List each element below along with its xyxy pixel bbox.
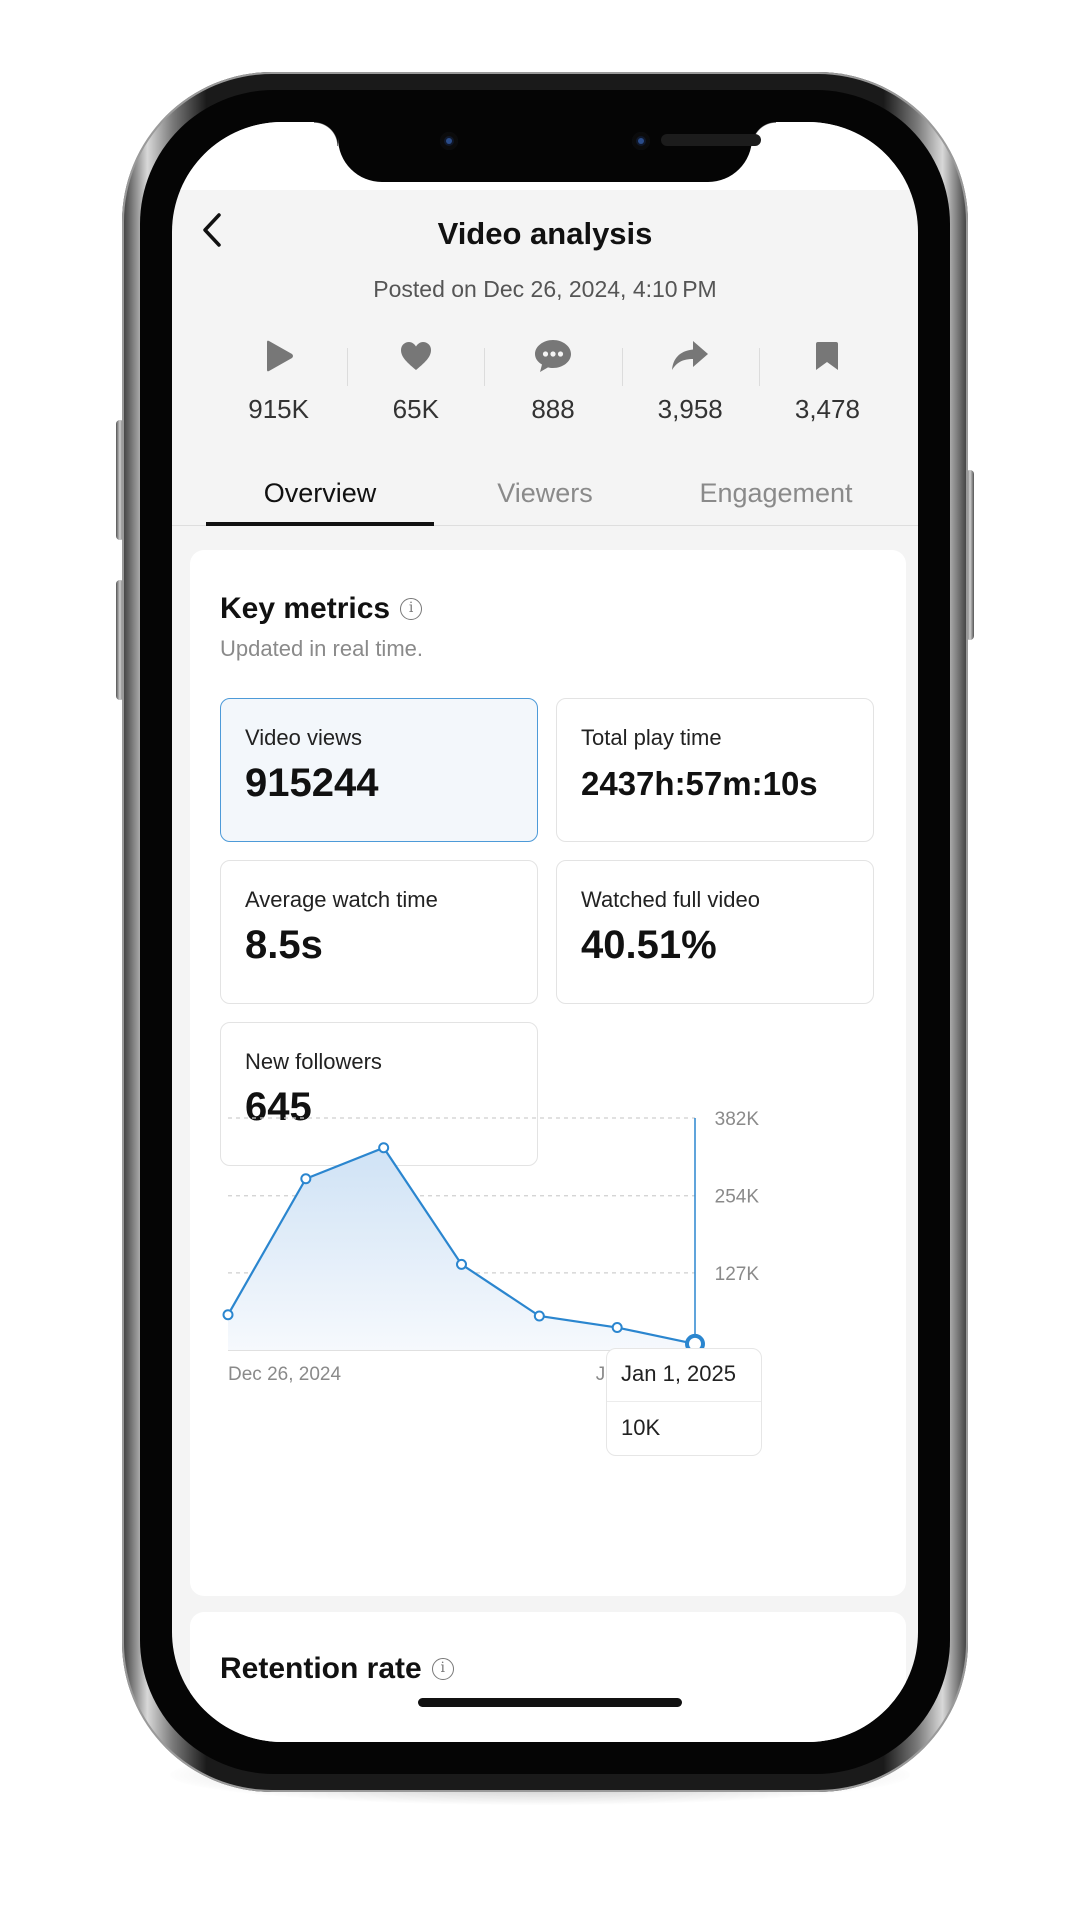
stat-likes: 65K xyxy=(347,336,484,446)
metric-watched-full-video[interactable]: Watched full video 40.51% xyxy=(556,860,874,1004)
stat-shares: 3,958 xyxy=(621,336,759,446)
play-icon xyxy=(266,340,293,372)
tab-viewers[interactable]: Viewers xyxy=(497,478,593,508)
data-point xyxy=(611,1322,623,1334)
comment-icon xyxy=(535,340,571,372)
metric-label: Video views xyxy=(245,725,362,750)
back-button[interactable] xyxy=(192,210,232,250)
tab-engagement[interactable]: Engagement xyxy=(699,478,853,508)
volume-up-button xyxy=(116,580,124,700)
metric-label: Average watch time xyxy=(245,887,438,912)
notch xyxy=(338,122,761,182)
y-tick-label: 127K xyxy=(715,1264,760,1285)
metric-video-views[interactable]: Video views 915244 xyxy=(220,698,538,842)
stat-value: 888 xyxy=(531,394,575,424)
front-camera xyxy=(440,132,458,150)
power-button xyxy=(966,470,974,640)
key-metrics-heading: Key metrics i xyxy=(220,592,423,626)
y-tick-label: 382K xyxy=(715,1109,760,1130)
metric-total-play-time[interactable]: Total play time 2437h:57m:10s xyxy=(556,698,874,842)
retention-heading: Retention rate i xyxy=(220,1652,454,1686)
x-tick-label: Dec 26, 2024 xyxy=(228,1364,341,1385)
heart-icon xyxy=(400,342,431,370)
metric-value: 2437h:57m:10s xyxy=(581,765,818,802)
phone-screen: Video analysis Posted on Dec 26, 2024, 4… xyxy=(172,122,918,1742)
chart-tooltip: Jan 1, 2025 10K xyxy=(606,1348,762,1456)
front-sensor xyxy=(632,132,650,150)
tooltip-divider xyxy=(607,1401,761,1402)
stat-value: 3,958 xyxy=(657,394,723,424)
retention-card: Retention rate i xyxy=(190,1612,906,1742)
retention-title: Retention rate xyxy=(220,1652,422,1685)
views-area xyxy=(228,1147,695,1350)
home-indicator[interactable] xyxy=(418,1698,682,1707)
key-metrics-card: Key metrics i Updated in real time. Vide… xyxy=(190,550,906,1596)
bookmark-icon xyxy=(816,342,839,370)
key-metrics-subtitle: Updated in real time. xyxy=(220,636,423,661)
key-metrics-title: Key metrics xyxy=(220,592,391,625)
stat-value: 65K xyxy=(392,394,439,424)
silent-switch xyxy=(116,420,124,540)
info-icon[interactable]: i xyxy=(400,598,423,620)
stat-views: 915K xyxy=(210,336,347,446)
metric-new-followers[interactable]: New followers 645 xyxy=(220,1022,538,1166)
metric-value: 915244 xyxy=(245,761,379,805)
active-tab-indicator xyxy=(206,522,434,526)
metric-value: 8.5s xyxy=(245,923,323,967)
metric-label: New followers xyxy=(245,1049,382,1074)
data-point xyxy=(456,1258,467,1270)
views-line xyxy=(227,1146,696,1346)
stat-value: 3,478 xyxy=(794,394,860,424)
data-point xyxy=(533,1310,545,1322)
page-title: Video analysis xyxy=(437,216,653,251)
stat-value: 915K xyxy=(248,394,309,424)
chevron-left-icon xyxy=(203,213,221,247)
data-point xyxy=(222,1309,234,1321)
metric-value: 40.51% xyxy=(581,923,717,967)
earpiece-speaker xyxy=(661,134,761,146)
stats-row: 915K 65K 888 3,958 3,478 xyxy=(210,336,896,446)
info-icon[interactable]: i xyxy=(431,1658,454,1680)
header: Video analysis xyxy=(172,190,918,264)
stat-saves: 3,478 xyxy=(758,336,896,446)
tooltip-value: 10K xyxy=(621,1415,661,1440)
tab-bar: Overview Viewers Engagement xyxy=(172,472,918,526)
posted-date: Posted on Dec 26, 2024, 4:10 PM xyxy=(373,276,717,302)
metric-average-watch-time[interactable]: Average watch time 8.5s xyxy=(220,860,538,1004)
tab-overview[interactable]: Overview xyxy=(263,478,377,508)
tooltip-date: Jan 1, 2025 xyxy=(621,1361,736,1386)
share-icon xyxy=(672,341,709,370)
y-tick-label: 254K xyxy=(715,1187,760,1208)
stat-comments: 888 xyxy=(484,336,621,446)
metric-value: 645 xyxy=(245,1085,312,1129)
metric-label: Total play time xyxy=(581,725,722,750)
notch-corner-left xyxy=(314,122,338,146)
data-point xyxy=(300,1173,312,1185)
metric-label: Watched full video xyxy=(581,887,760,912)
